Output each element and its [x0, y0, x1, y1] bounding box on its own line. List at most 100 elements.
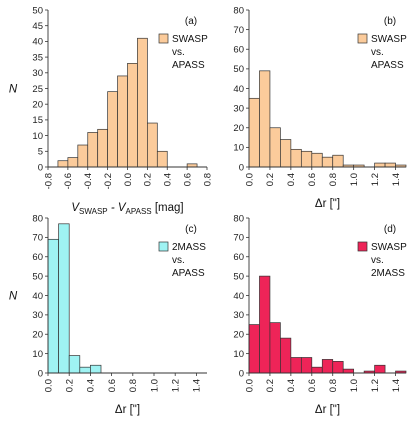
x-tick-label: 0.2	[65, 379, 76, 392]
x-tick-label: 1.4	[192, 379, 203, 392]
legend-entry: vs.	[371, 255, 384, 266]
panel-b: 0 10 20 30 40 50 60 70 80 0.0 0.2 0.4 0.6 0.8 1.0 1.2 1.…	[233, 5, 407, 210]
legend-entry: vs.	[172, 255, 185, 266]
x-tick-label: -0.4	[83, 173, 94, 189]
y-tick-label: 30	[233, 103, 244, 114]
y-tick-label: 40	[32, 37, 43, 48]
legend-entry: SWASP	[371, 242, 407, 253]
y-tick-label: 0	[38, 162, 43, 173]
y-tick-label: 20	[32, 330, 43, 341]
x-tick-label: 1.4	[391, 379, 402, 392]
y-tick-label: 10	[233, 143, 244, 154]
histogram-bar	[248, 97, 260, 168]
x-tick-label: 0.6	[182, 173, 193, 186]
y-tick-label: 25	[32, 84, 43, 95]
x-tick-label: 0.0	[123, 173, 134, 186]
panel-c: 0 10 20 30 40 50 60 70 80 0.0 0.2 0.4 0.6 0.8 1.0 1.2 1.…	[9, 213, 207, 416]
y-tick-label: 70	[32, 233, 43, 244]
y-tick-label: 80	[32, 213, 43, 224]
histogram-bar	[90, 364, 102, 374]
y-tick-label: 40	[233, 84, 244, 95]
x-axis-title: Δr ["]	[315, 404, 340, 416]
legend-swatch	[357, 33, 368, 44]
y-tick-label: 35	[32, 52, 43, 63]
x-tick-label: 0.0	[43, 379, 54, 392]
histogram-bar	[156, 150, 168, 168]
x-tick-label: 0.6	[307, 173, 318, 186]
histogram-bar	[290, 357, 302, 374]
x-tick-label: 1.2	[370, 379, 381, 392]
x-tick-label: 1.2	[370, 173, 381, 186]
histogram-bar	[300, 150, 313, 168]
x-tick-label: 0.2	[265, 173, 276, 186]
x-tick-label: 1.2	[171, 379, 182, 392]
y-tick-label: 60	[233, 45, 244, 56]
y-tick-label: 50	[233, 64, 244, 75]
x-tick-label: -0.2	[103, 173, 114, 189]
legend-entry: 2MASS	[371, 268, 405, 279]
x-tick-label: 0.8	[328, 379, 339, 392]
histogram-bar	[58, 223, 70, 374]
y-tick-label: 50	[233, 271, 244, 282]
y-tick-label: 70	[233, 233, 244, 244]
x-axis-title-part: APASS	[126, 207, 152, 216]
y-tick-label: 30	[32, 310, 43, 321]
legend-entry: APASS	[371, 60, 404, 71]
histogram-bar	[321, 156, 334, 168]
y-axis-title: N	[9, 84, 18, 96]
y-tick-label: 60	[32, 252, 43, 263]
panel-a: 0 5 10 15 20 25 30 35 40 45 50 -0.8 -0.6 -0.4 -0.2 0.0 0…	[9, 5, 213, 216]
legend-swatch	[158, 33, 169, 44]
x-tick-label: 0.2	[143, 173, 154, 186]
y-tick-label: 15	[32, 115, 43, 126]
histogram-bar	[137, 37, 148, 168]
y-tick-label: 20	[233, 123, 244, 134]
histogram-bar	[97, 128, 108, 168]
x-axis-title: Δr ["]	[115, 404, 140, 416]
y-tick-label: 5	[38, 147, 43, 158]
legend-entry: SWASP	[172, 34, 208, 45]
y-tick-label: 80	[233, 213, 244, 224]
legend-entry: vs.	[371, 47, 384, 58]
histogram-bar	[117, 75, 128, 168]
histogram-bar	[311, 366, 323, 374]
y-tick-label: 30	[32, 68, 43, 79]
panel-label: (c)	[185, 224, 197, 235]
histogram-bar	[47, 238, 59, 374]
y-tick-label: 10	[32, 349, 43, 360]
y-tick-label: 50	[32, 5, 43, 16]
x-tick-label: 0.0	[244, 173, 255, 186]
histogram-bar	[384, 162, 396, 168]
y-tick-label: 70	[233, 25, 244, 36]
legend-entry: vs.	[172, 47, 185, 58]
histogram-bar	[259, 275, 271, 374]
y-tick-label: 0	[38, 368, 43, 379]
legend-entry: APASS	[172, 60, 205, 71]
y-tick-label: 40	[233, 291, 244, 302]
x-tick-label: 0.4	[286, 379, 297, 392]
x-tick-label: 1.0	[149, 379, 160, 392]
x-tick-label: 0.6	[107, 379, 118, 392]
histogram-bar	[311, 152, 323, 168]
x-tick-label: -0.6	[63, 173, 74, 189]
histogram-bar	[332, 361, 344, 374]
panel-label: (d)	[384, 224, 396, 235]
histogram-bar	[186, 163, 198, 168]
x-tick-label: 1.4	[391, 173, 402, 186]
x-tick-label: -0.8	[43, 173, 54, 189]
x-tick-label: 0.2	[265, 379, 276, 392]
y-tick-label: 10	[233, 349, 244, 360]
x-axis-title-part: - V	[108, 202, 127, 214]
x-axis-title-part: [mag]	[152, 202, 184, 214]
panel-label: (a)	[185, 16, 197, 27]
x-axis-title-part: SWASP	[79, 207, 108, 216]
histogram-bar	[87, 132, 99, 168]
histogram-bar	[374, 364, 386, 374]
histogram-bar	[259, 70, 271, 168]
y-tick-label: 10	[32, 131, 43, 142]
histogram-bar	[321, 359, 334, 374]
y-axis-title: N	[9, 291, 18, 303]
y-tick-label: 60	[233, 252, 244, 263]
y-tick-label: 40	[32, 291, 43, 302]
